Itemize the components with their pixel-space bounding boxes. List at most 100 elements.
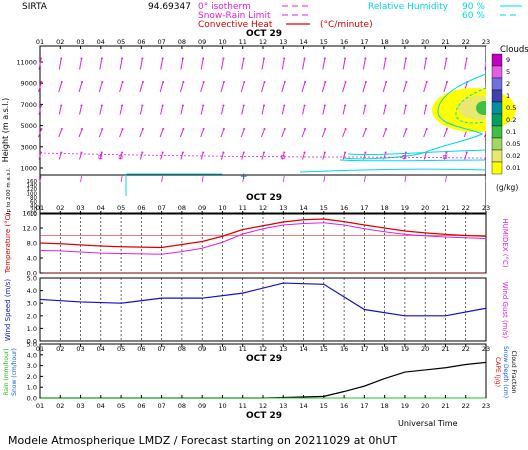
hour-tick-label: 02 — [56, 402, 64, 410]
legend-snow-label: Snow-Rain Limit — [198, 11, 271, 21]
wind-arrow — [179, 128, 184, 138]
hour-tick-label: 21 — [441, 204, 449, 212]
hour-tick-label: 15 — [320, 204, 328, 212]
wind-arrow-head — [141, 57, 144, 60]
wind-arrow-head — [181, 57, 184, 60]
wind-arrow-head — [283, 151, 286, 154]
height-tick-label: 1000 — [20, 165, 37, 173]
hour-tick-label: 05 — [117, 402, 125, 410]
wind-arrow-low — [39, 175, 42, 183]
wind-arrow — [200, 81, 205, 93]
wind-arrow — [322, 105, 326, 115]
wind-arrow-head — [243, 128, 246, 130]
wind-arrow — [281, 128, 286, 138]
wind-arrow-head — [263, 151, 265, 154]
hour-tick-label: 22 — [462, 402, 470, 410]
wind-arrow-head — [283, 128, 286, 130]
wind-arrow-head — [304, 81, 307, 83]
wind-arrow — [302, 152, 306, 160]
wind-arrow-head — [80, 57, 83, 60]
wind-arrow-head — [202, 151, 205, 154]
hour-tick-label: 01 — [36, 38, 44, 46]
hour-tick-label: 08 — [178, 345, 186, 353]
wind-arrow-head — [385, 81, 388, 83]
wind-arrow-head — [40, 81, 43, 83]
upper-date-label: OCT 29 — [246, 29, 282, 39]
wind-arrow — [220, 128, 225, 138]
height-tick-label: 9000 — [20, 80, 37, 88]
wind-arrow — [160, 58, 164, 70]
cloud-scale-boxes: 9 5 2 1 0.5 0.2 0.1 0.05 0.02 0.01 — [491, 53, 520, 175]
wind-arrow-head — [344, 128, 347, 130]
isotherm-marker — [402, 155, 407, 159]
hour-tick-label: 12 — [259, 345, 267, 353]
wind-arrow — [79, 105, 83, 115]
wind-arrow — [443, 81, 448, 93]
wind-gust-ylabel: Wind Gust (m/s) — [501, 282, 509, 339]
wind-arrow-head — [202, 57, 205, 60]
isotherm-marker — [118, 155, 123, 159]
wind-arrow — [423, 152, 427, 160]
snow-depth-ylabel: Snow Depth (cm) — [502, 346, 509, 398]
wind-arrow — [220, 58, 224, 70]
wind-arrow — [302, 105, 306, 115]
hour-tick-label: 04 — [97, 38, 105, 46]
low-height-tick-label: 60 — [30, 200, 37, 206]
wind-arrow-head — [60, 57, 63, 60]
wind-arrow — [220, 152, 224, 160]
wind-arrow — [464, 58, 468, 70]
legend-unit-label: (°C/minute) — [320, 20, 373, 30]
wind-arrow-head — [222, 81, 225, 83]
hour-tick-label: 06 — [137, 204, 145, 212]
cloud-scale-unit: (g/kg) — [496, 183, 518, 192]
wind-arrow-head — [162, 128, 165, 130]
cloud-scale: Clouds 9 5 2 1 0.5 0.2 0.1 0.05 0.02 0.01 (g/kg) — [491, 45, 528, 192]
wind-arrow-head — [141, 128, 144, 130]
wind-arrow — [38, 105, 42, 115]
wind-arrow-head — [40, 128, 43, 130]
hour-tick-label: 16 — [340, 204, 348, 212]
wind-arrow — [322, 58, 326, 70]
wind-arrow-head — [242, 57, 245, 60]
wind-arrow-head — [60, 128, 63, 130]
wind-arrow-head — [222, 57, 225, 60]
series-line — [40, 361, 487, 399]
x-axis-label: Universal Time — [398, 419, 458, 428]
y-tick-label: 0.0 — [27, 270, 37, 278]
wind-arrow-head — [40, 57, 42, 60]
wind-arrow-head — [384, 104, 387, 107]
hour-tick-label: 01 — [36, 345, 44, 353]
wind-arrow-head — [304, 128, 307, 130]
wind-lines — [39, 282, 487, 317]
humidex-ylabel: HUMIDEX (°C) — [501, 218, 509, 267]
cloud-scale-box — [491, 113, 503, 127]
cloud-scale-box — [491, 137, 503, 151]
wind-arrow-head — [100, 57, 103, 60]
wind-arrow — [382, 128, 387, 138]
wind-arrow — [58, 81, 63, 93]
wind-arrow-head — [405, 81, 408, 83]
hour-tick-label: 13 — [279, 204, 287, 212]
low-height-tick-label: 160 — [27, 179, 38, 185]
rain-ylabel: Rain (mm/hour) — [3, 348, 10, 395]
wind-arrow-head — [202, 81, 205, 83]
hour-tick-label: 19 — [401, 402, 409, 410]
wind-arrow-head — [202, 104, 205, 107]
cloud-scale-label: 0.01 — [506, 164, 520, 172]
hour-tick-label: 02 — [56, 345, 64, 353]
cross-marker: + — [240, 172, 248, 182]
precip-bottom-hour-ticks: 01 02 03 04 05 06 07 08 09 10 11 12 13 14 15 16 17 18 19 20… — [36, 395, 490, 410]
wind-arrow-head — [121, 104, 124, 107]
hour-tick-label: 04 — [97, 402, 105, 410]
hour-tick-label: 17 — [360, 345, 368, 353]
hour-tick-label: 13 — [279, 345, 287, 353]
wind-arrow — [98, 128, 103, 138]
wind-arrow — [159, 81, 164, 93]
hour-tick-label: 17 — [360, 402, 368, 410]
hour-tick-label: 08 — [178, 402, 186, 410]
wind-arrow-head — [303, 57, 306, 60]
wind-arrow-head — [60, 81, 63, 83]
hour-tick-label: 15 — [320, 38, 328, 46]
isotherm-marker — [98, 155, 103, 159]
